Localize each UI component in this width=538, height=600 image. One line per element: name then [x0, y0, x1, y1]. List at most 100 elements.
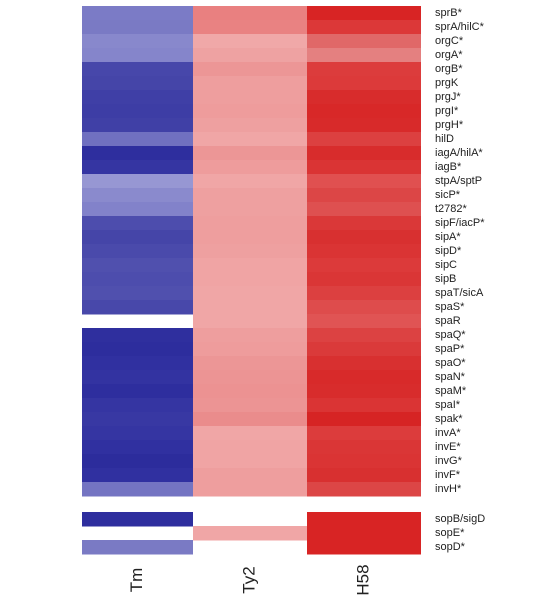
- heatmap-cell: [193, 48, 307, 63]
- heatmap-cell: [193, 426, 307, 441]
- row-label: sipC: [435, 259, 457, 271]
- heatmap-cell: [82, 48, 193, 63]
- heatmap-cell: [307, 398, 421, 413]
- column-label: Ty2: [239, 566, 258, 593]
- heatmap-cell: [82, 328, 193, 343]
- heatmap-cell: [193, 76, 307, 91]
- heatmap-cell: [307, 526, 421, 541]
- heatmap-cell: [193, 258, 307, 273]
- heatmap-cell: [193, 34, 307, 49]
- heatmap-cell: [82, 286, 193, 301]
- heatmap-cell: [82, 540, 193, 555]
- heatmap-cell: [193, 342, 307, 357]
- heatmap-cell: [307, 540, 421, 555]
- row-label: spaI*: [435, 399, 461, 411]
- row-label: invH*: [435, 483, 462, 495]
- row-label: iagA/hilA*: [435, 147, 483, 159]
- heatmap-cell: [307, 174, 421, 189]
- heatmap-cell: [307, 216, 421, 231]
- heatmap-cell: [82, 426, 193, 441]
- heatmap-cell: [307, 76, 421, 91]
- heatmap-cell: [307, 384, 421, 399]
- heatmap-cell: [82, 272, 193, 287]
- heatmap-cell: [193, 356, 307, 371]
- row-label: spaR: [435, 315, 461, 327]
- heatmap-cell: [193, 454, 307, 469]
- heatmap-cell: [307, 272, 421, 287]
- heatmap-cell: [307, 300, 421, 315]
- heatmap-cell: [307, 412, 421, 427]
- heatmap-cell: [193, 272, 307, 287]
- heatmap-cell: [82, 300, 193, 315]
- heatmap-cell: [307, 342, 421, 357]
- heatmap-cell: [82, 174, 193, 189]
- heatmap-cell: [193, 132, 307, 147]
- heatmap-cell: [307, 244, 421, 259]
- heatmap-cell: [307, 482, 421, 497]
- row-label: sopD*: [435, 541, 466, 553]
- heatmap-cell: [307, 20, 421, 35]
- heatmap-cell: [82, 440, 193, 455]
- heatmap-cell: [82, 384, 193, 399]
- row-label: invG*: [435, 455, 463, 467]
- heatmap-cell: [82, 412, 193, 427]
- row-label: sprA/hilC*: [435, 21, 485, 33]
- heatmap-cell: [307, 160, 421, 175]
- row-label: hilD: [435, 133, 454, 145]
- heatmap-cell: [193, 146, 307, 161]
- heatmap-cell: [307, 468, 421, 483]
- heatmap-cell: [307, 48, 421, 63]
- heatmap-cell: [82, 258, 193, 273]
- heatmap-cell: [307, 356, 421, 371]
- column-label: H58: [353, 564, 372, 595]
- heatmap-cell: [82, 468, 193, 483]
- heatmap-cell: [193, 468, 307, 483]
- heatmap-cell: [82, 342, 193, 357]
- heatmap-cell: [82, 146, 193, 161]
- heatmap-cell: [82, 132, 193, 147]
- heatmap-cell: [307, 370, 421, 385]
- heatmap-cell: [307, 118, 421, 133]
- heatmap-cell: [82, 482, 193, 497]
- heatmap-cell: [307, 512, 421, 527]
- heatmap-cell: [82, 244, 193, 259]
- heatmap-cell: [193, 104, 307, 119]
- row-label: invF*: [435, 469, 461, 481]
- row-label: spaO*: [435, 357, 466, 369]
- row-label: stpA/sptP: [435, 175, 482, 187]
- row-label: spaN*: [435, 371, 466, 383]
- heatmap-cell: [82, 160, 193, 175]
- row-label: prgK: [435, 77, 459, 89]
- heatmap-cell: [193, 230, 307, 245]
- heatmap-cell: [82, 454, 193, 469]
- heatmap-cell: [82, 20, 193, 35]
- heatmap-cell: [82, 230, 193, 245]
- heatmap-cell: [82, 398, 193, 413]
- row-label: spaP*: [435, 343, 465, 355]
- heatmap-cell: [307, 230, 421, 245]
- heatmap-cell: [193, 314, 307, 329]
- row-label: orgB*: [435, 63, 463, 75]
- heatmap-cell: [307, 328, 421, 343]
- heatmap-cell: [193, 202, 307, 217]
- heatmap-cell: [307, 286, 421, 301]
- row-label: sicP*: [435, 189, 461, 201]
- row-label: sprB*: [435, 7, 463, 19]
- row-label: spaT/sicA: [435, 287, 484, 299]
- heatmap-cell: [82, 118, 193, 133]
- heatmap-cell: [307, 104, 421, 119]
- heatmap-cell: [193, 384, 307, 399]
- heatmap-cell: [193, 118, 307, 133]
- heatmap-cell: [82, 356, 193, 371]
- row-label: prgH*: [435, 119, 464, 131]
- row-label: spaS*: [435, 301, 465, 313]
- heatmap-cell: [82, 90, 193, 105]
- heatmap-cell: [307, 426, 421, 441]
- row-label: prgJ*: [435, 91, 461, 103]
- row-label: invE*: [435, 441, 461, 453]
- row-label: sipD*: [435, 245, 462, 257]
- row-label: iagB*: [435, 161, 462, 173]
- row-label: sopB/sigD: [435, 513, 485, 525]
- heatmap-cell: [82, 76, 193, 91]
- heatmap-cell: [193, 482, 307, 497]
